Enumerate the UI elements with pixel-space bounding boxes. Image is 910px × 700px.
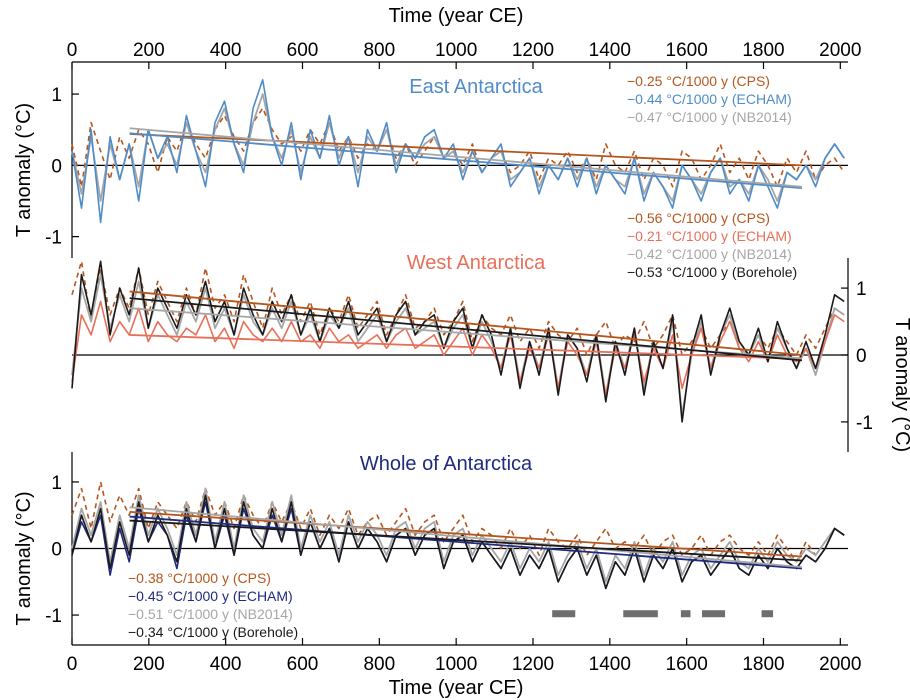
x-axis-label-top: Time (year CE) xyxy=(389,5,524,27)
period-bar xyxy=(761,610,774,618)
y-tick-label: -1 xyxy=(45,606,62,627)
y-tick-label: 0 xyxy=(51,540,62,561)
x-tick-label-bottom: 400 xyxy=(210,654,242,675)
y-tick-label: -1 xyxy=(45,228,62,249)
y-tick-label: 1 xyxy=(51,473,62,494)
panel-2: -1 0 1 T anomaly (°C) Whole of Antarctica −0.… xyxy=(13,452,848,645)
x-tick-label-bottom: 2000 xyxy=(819,654,861,675)
trend-label-nb2014: −0.51 °C/1000 y (NB2014) xyxy=(128,606,293,622)
x-axis-label-bottom: Time (year CE) xyxy=(389,677,524,699)
y-tick-label: 0 xyxy=(856,346,867,367)
trend-label-echam: −0.45 °C/1000 y (ECHAM) xyxy=(128,588,293,604)
x-tick-label-bottom: 600 xyxy=(287,654,319,675)
y-tick-label: 1 xyxy=(856,279,867,300)
panel-1: -1 0 1 T anomaly (°C) West Antarctica −0.56 °… xyxy=(71,210,910,452)
panel-0: -1 0 1 T anomaly (°C) East Antarctica −0.25 °… xyxy=(13,62,848,258)
x-tick-label-bottom: 1400 xyxy=(589,654,631,675)
trend-nb2014 xyxy=(129,506,802,569)
panel-title: Whole of Antarctica xyxy=(360,453,533,475)
panel-title: West Antarctica xyxy=(407,252,546,274)
trend-borehole xyxy=(129,519,802,562)
x-tick-label-top: 1400 xyxy=(589,40,631,61)
trend-label-borehole: −0.34 °C/1000 y (Borehole) xyxy=(128,624,298,640)
y-axis-label: T anomaly (°C) xyxy=(13,103,35,237)
trend-cps xyxy=(129,290,802,356)
trend-label-nb2014: −0.42 °C/1000 y (NB2014) xyxy=(627,246,792,262)
x-tick-label-bottom: 0 xyxy=(67,654,78,675)
x-tick-label-bottom: 1600 xyxy=(666,654,708,675)
trend-label-cps: −0.56 °C/1000 y (CPS) xyxy=(627,210,770,226)
period-bar xyxy=(552,610,576,618)
period-bar xyxy=(680,610,691,618)
y-tick-label: 1 xyxy=(51,85,62,106)
series-nb2014 xyxy=(71,273,845,417)
x-tick-label-top: 0 xyxy=(67,40,78,61)
series-cps xyxy=(71,481,845,563)
x-tick-label-top: 1600 xyxy=(666,40,708,61)
x-tick-label-bottom: 1800 xyxy=(742,654,784,675)
period-bar xyxy=(702,610,726,618)
y-axis-label: T anomaly (°C) xyxy=(891,318,910,452)
x-tick-label-bottom: 1000 xyxy=(435,654,477,675)
y-tick-label: -1 xyxy=(856,413,873,434)
x-tick-label-top: 200 xyxy=(133,40,165,61)
x-tick-label-top: 800 xyxy=(363,40,395,61)
series-borehole xyxy=(71,494,845,590)
trend-borehole xyxy=(129,297,802,362)
trend-label-nb2014: −0.47 °C/1000 y (NB2014) xyxy=(627,109,792,125)
x-tick-label-bottom: 1200 xyxy=(512,654,554,675)
trend-cps xyxy=(129,510,802,558)
x-tick-label-top: 400 xyxy=(210,40,242,61)
y-axis-label: T anomaly (°C) xyxy=(13,491,35,625)
trend-label-echam: −0.44 °C/1000 y (ECHAM) xyxy=(627,91,792,107)
x-tick-label-top: 1800 xyxy=(742,40,784,61)
trend-label-cps: −0.25 °C/1000 y (CPS) xyxy=(627,73,770,89)
trend-cps xyxy=(129,133,802,167)
x-tick-label-bottom: 800 xyxy=(363,654,395,675)
x-tick-label-top: 1000 xyxy=(435,40,477,61)
trend-label-borehole: −0.53 °C/1000 y (Borehole) xyxy=(627,264,797,280)
x-tick-label-top: 2000 xyxy=(819,40,861,61)
series-echam xyxy=(71,79,845,224)
x-tick-label-bottom: 200 xyxy=(133,654,165,675)
x-tick-label-top: 600 xyxy=(287,40,319,61)
period-bar xyxy=(623,610,658,618)
y-tick-label: 0 xyxy=(51,156,62,177)
trend-label-echam: −0.21 °C/1000 y (ECHAM) xyxy=(627,228,792,244)
trend-echam xyxy=(129,334,802,360)
series-cps xyxy=(71,260,845,356)
trend-echam xyxy=(129,132,802,190)
trend-label-cps: −0.38 °C/1000 y (CPS) xyxy=(128,570,271,586)
series-nb2014 xyxy=(71,487,845,583)
x-tick-label-top: 1200 xyxy=(512,40,554,61)
series-borehole xyxy=(71,260,845,423)
trend-echam xyxy=(129,515,802,570)
panel-title: East Antarctica xyxy=(409,76,543,98)
trend-nb2014 xyxy=(129,127,802,188)
